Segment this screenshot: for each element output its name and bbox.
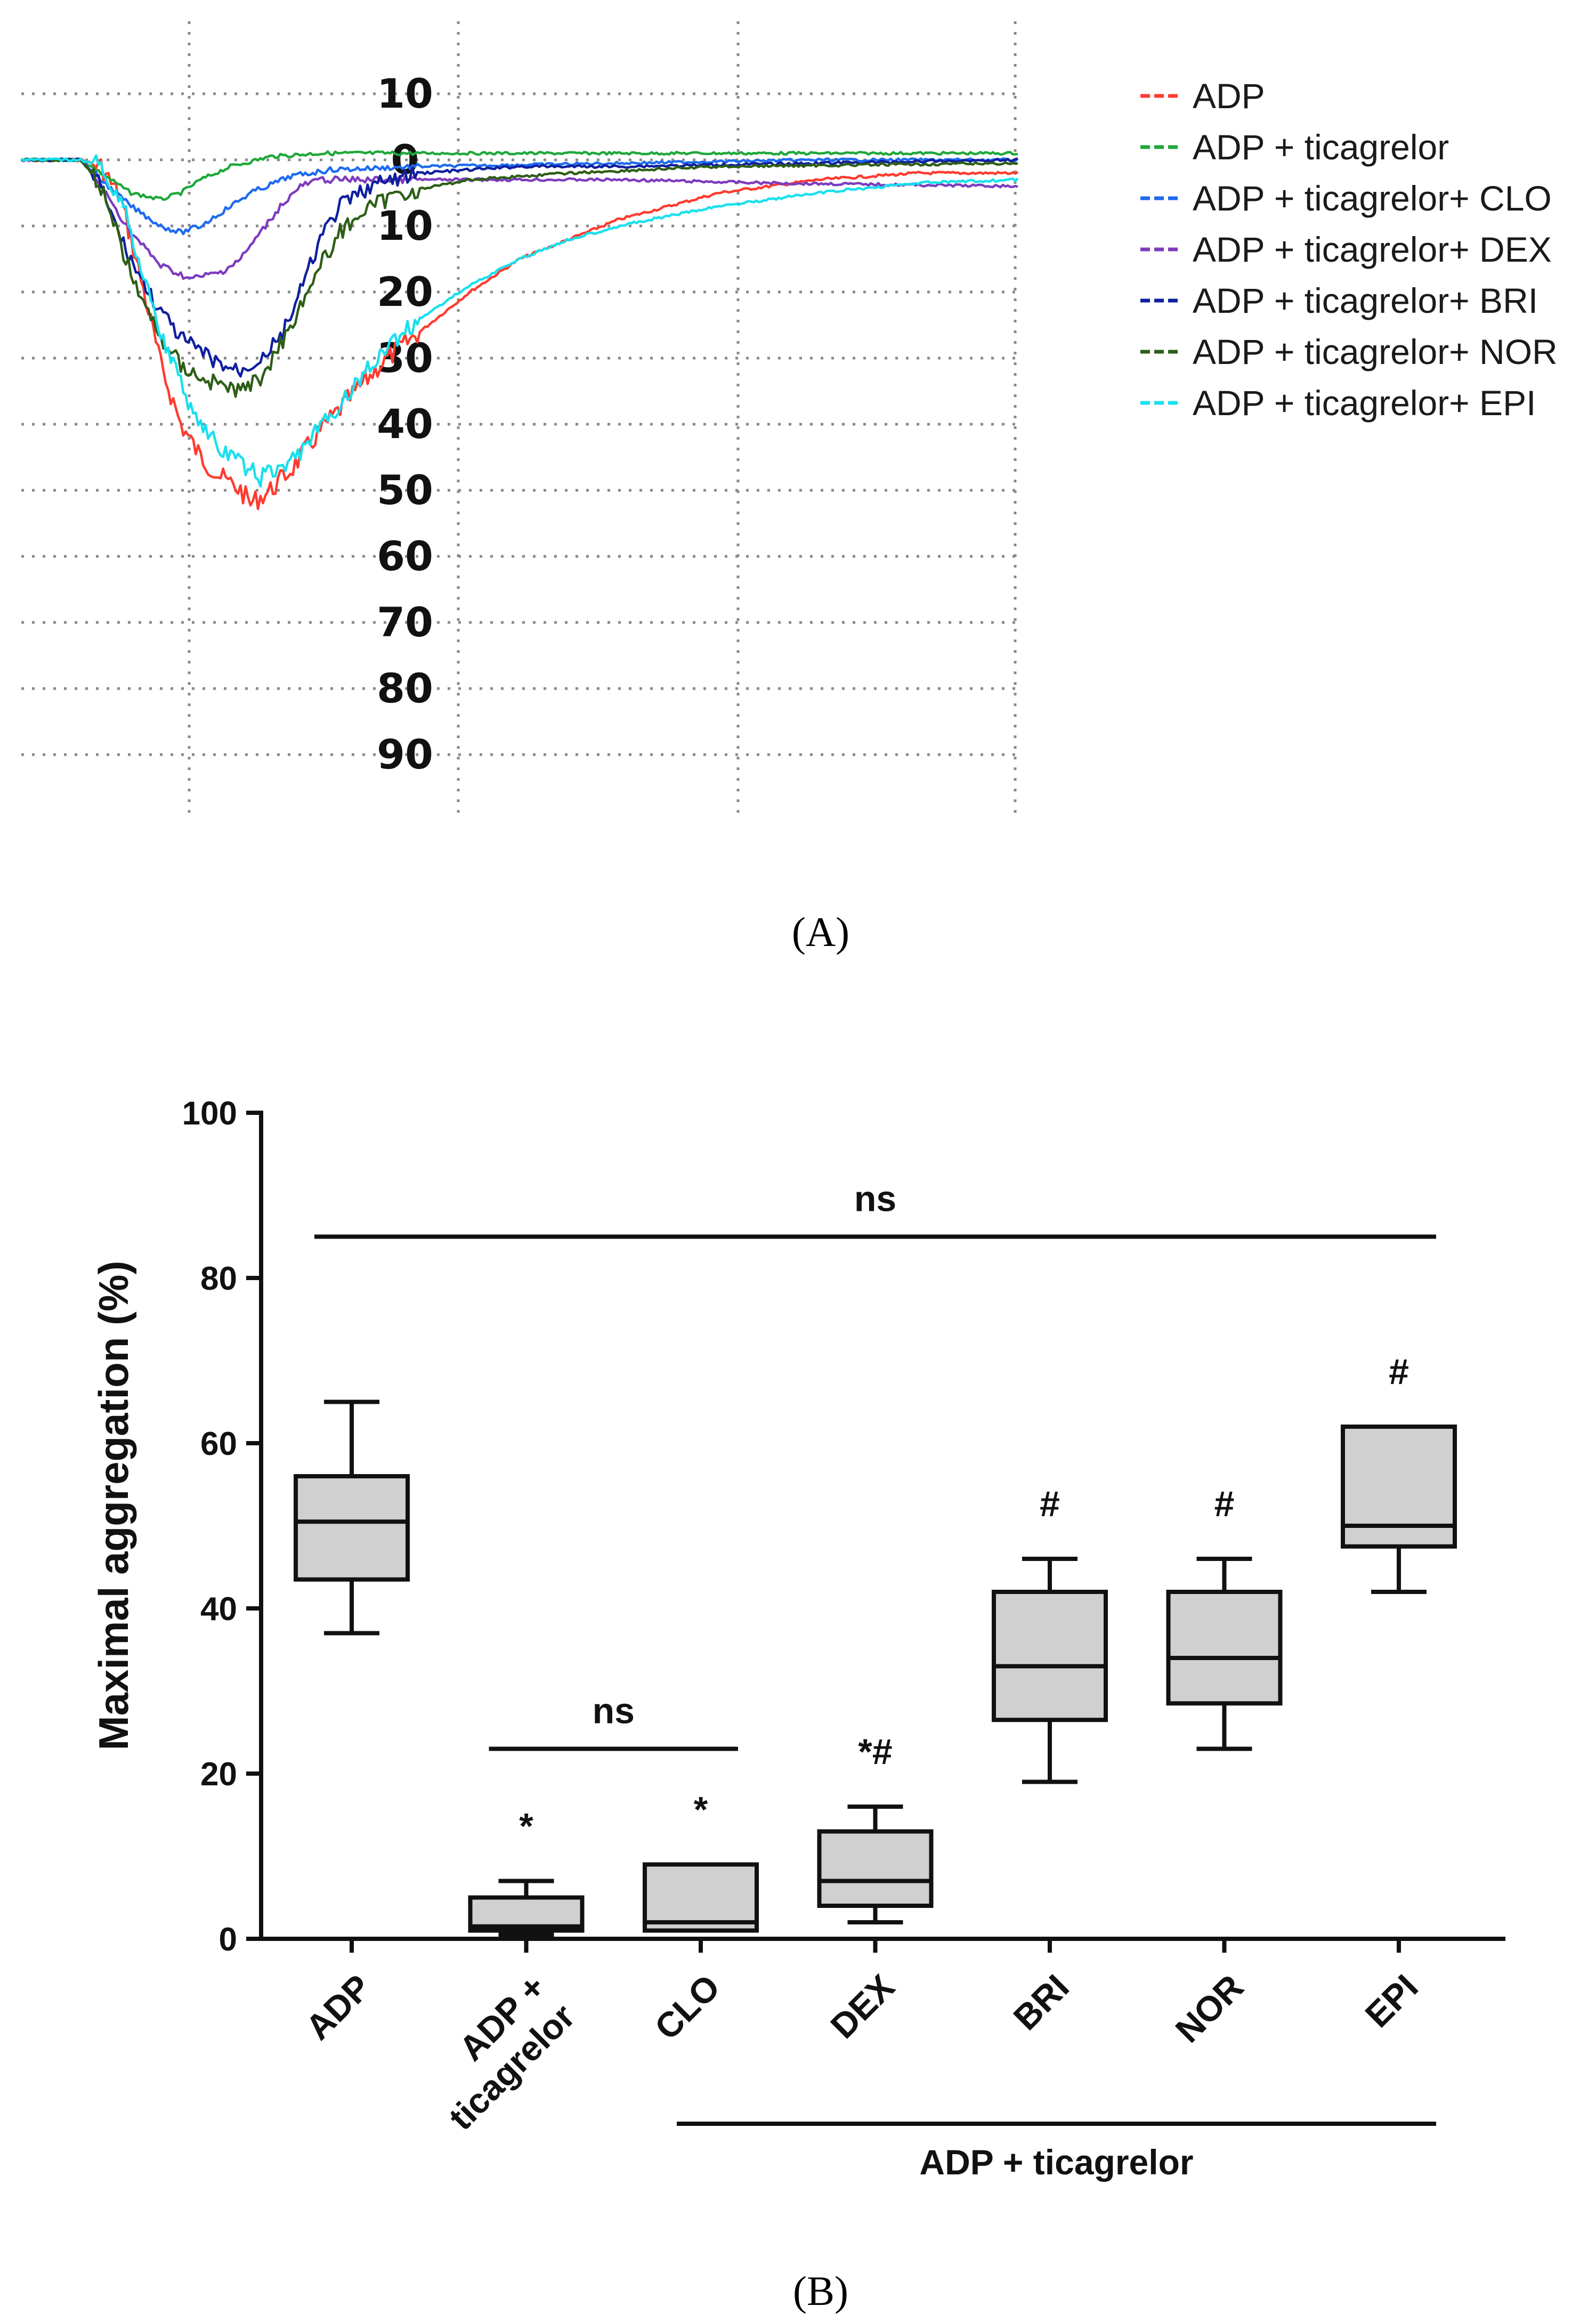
panel-b-boxes: * * *# # # # [294, 1352, 1457, 1937]
box-iqr-5 [1166, 1590, 1283, 1706]
y-tick-label-0: 0 [219, 1921, 237, 1958]
y-tick-label-5: 40 [377, 400, 433, 448]
box-1: * [468, 1806, 585, 1937]
bracket-label-1: ns [593, 1691, 635, 1732]
box-iqr-3 [817, 1829, 934, 1908]
group-label: ADP + ticagrelor [919, 2142, 1193, 2182]
significance-marker-3: *# [858, 1732, 892, 1772]
panel-b-axes: 0 20 40 60 80 100 [182, 1095, 1505, 1958]
significance-marker-5: # [1214, 1484, 1235, 1524]
legend-label-2: ADP + ticagrelor+ CLO [1193, 179, 1552, 218]
panel-b-significance-brackets: ns ns ADP + ticagrelor [314, 1179, 1436, 2182]
panel-a-grid [21, 21, 1018, 815]
legend-label-1: ADP + ticagrelor [1193, 127, 1449, 167]
panel-b-y-axis-label: Maximal aggregation (%) [90, 1261, 137, 1751]
box-2: * [643, 1790, 759, 1933]
trace-line-4 [20, 157, 1018, 378]
y-tick-label-6: 50 [377, 466, 433, 514]
legend-label-5: ADP + ticagrelor+ NOR [1193, 332, 1558, 371]
box-iqr-6 [1341, 1425, 1457, 1549]
y-tick-label-10: 90 [377, 731, 433, 778]
box-0 [294, 1399, 410, 1636]
y-tick-label-2: 40 [200, 1591, 237, 1628]
panel-a-legend: ADP ADP + ticagrelor ADP + ticagrelor+ CLO… [1140, 76, 1558, 423]
y-tick-label-8: 70 [377, 598, 433, 646]
box-iqr-0 [294, 1474, 410, 1582]
y-tick-label-2: 10 [377, 202, 433, 249]
panel-a-traces [20, 150, 1019, 511]
trace-line-5 [21, 157, 1018, 398]
y-tick-label-4: 30 [377, 334, 433, 382]
trace-line-1 [21, 150, 1018, 201]
y-tick-label-3: 20 [377, 268, 433, 315]
y-tick-label-7: 60 [377, 532, 433, 580]
box-4: # [992, 1484, 1108, 1784]
panel-b-label: (B) [793, 2268, 848, 2314]
trace-line-3 [20, 157, 1018, 280]
legend-label-3: ADP + ticagrelor+ DEX [1193, 230, 1552, 269]
box-6: # [1341, 1352, 1457, 1594]
box-5: # [1166, 1484, 1283, 1751]
y-tick-label-9: 80 [377, 665, 433, 712]
panel-a-label: (A) [792, 909, 849, 955]
legend-label-4: ADP + ticagrelor+ BRI [1193, 281, 1538, 320]
y-tick-label-0: 10 [377, 70, 433, 117]
y-tick-label-4: 80 [200, 1260, 237, 1297]
y-tick-label-5: 100 [182, 1095, 237, 1132]
y-tick-label-1: 20 [200, 1756, 237, 1793]
y-tick-label-3: 60 [200, 1426, 237, 1462]
bracket-label-0: ns [854, 1179, 896, 1219]
trace-line-2 [21, 157, 1019, 236]
legend-label-6: ADP + ticagrelor+ EPI [1193, 383, 1536, 423]
trace-line-6 [20, 154, 1019, 488]
box-iqr-2 [643, 1862, 759, 1933]
significance-marker-4: # [1040, 1484, 1060, 1524]
box-3: *# [817, 1732, 934, 1924]
legend-label-0: ADP [1193, 76, 1265, 116]
significance-marker-1: * [519, 1806, 533, 1847]
significance-marker-6: # [1389, 1352, 1409, 1392]
significance-marker-2: * [694, 1790, 708, 1830]
box-iqr-4 [992, 1590, 1108, 1722]
